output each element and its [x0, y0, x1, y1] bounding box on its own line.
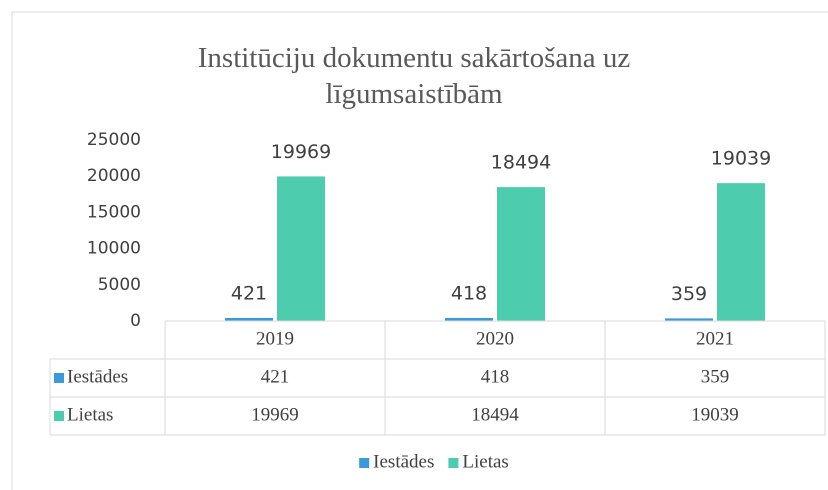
table-legend-key — [54, 411, 64, 421]
table-series-name: Iestādes — [67, 366, 128, 387]
data-label: 18494 — [491, 152, 551, 174]
table-cell: 19969 — [251, 404, 299, 425]
y-tick-label: 25000 — [87, 130, 141, 150]
table-cell: 418 — [481, 366, 510, 387]
y-tick-label: 20000 — [87, 166, 141, 186]
y-tick-label: 10000 — [87, 239, 141, 259]
y-tick-label: 5000 — [98, 275, 141, 295]
y-tick-label: 15000 — [87, 202, 141, 222]
table-series-name: Lietas — [67, 404, 113, 425]
data-label: 359 — [671, 283, 707, 305]
x-tick-label: 2021 — [696, 328, 734, 349]
x-tick-label: 2020 — [476, 328, 514, 349]
table-cell: 18494 — [471, 404, 519, 425]
bar — [497, 187, 545, 321]
legend-key — [448, 458, 459, 468]
table-cell: 421 — [261, 366, 290, 387]
data-label: 421 — [231, 282, 267, 304]
data-label: 418 — [451, 282, 487, 304]
chart-frame — [11, 11, 828, 490]
bar — [665, 318, 713, 321]
table-legend-key — [54, 373, 64, 383]
bar — [445, 317, 493, 321]
table-cell: 19039 — [691, 404, 739, 425]
legend-key — [359, 458, 370, 468]
legend-label: Lietas — [462, 451, 508, 472]
y-tick-label: 0 — [130, 311, 141, 331]
bar — [717, 183, 765, 321]
table-cell: 359 — [701, 366, 730, 387]
data-label: 19039 — [711, 148, 771, 170]
bar — [277, 176, 325, 321]
legend-label: Iestādes — [373, 451, 434, 472]
data-label: 19969 — [271, 141, 331, 163]
bar — [225, 317, 273, 321]
x-tick-label: 2019 — [256, 328, 294, 349]
chart-title: Institūciju dokumentu sakārtošana uz līg… — [197, 42, 631, 110]
